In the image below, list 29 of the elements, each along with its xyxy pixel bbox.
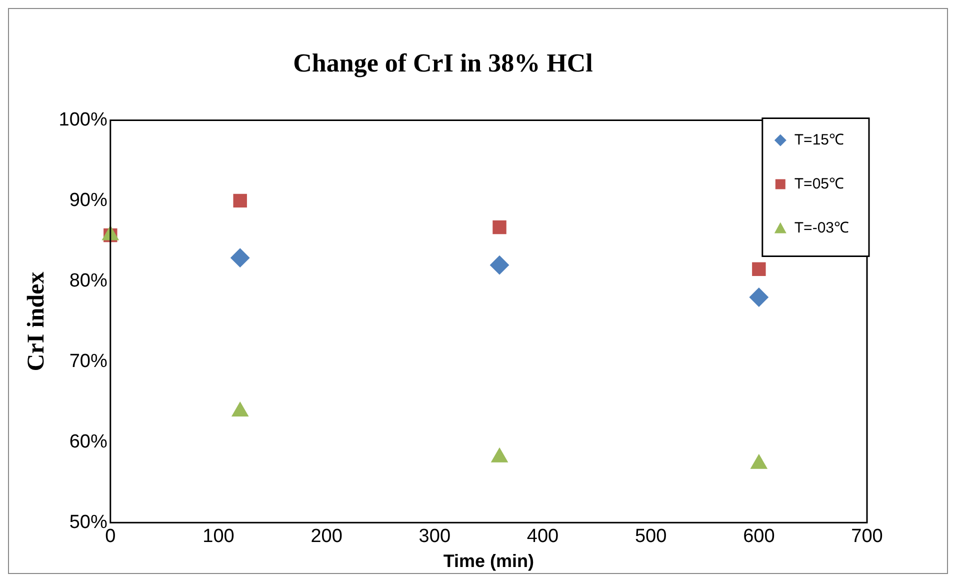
x-axis-title: Time (min) (443, 551, 534, 572)
y-tick-label: 80% (69, 270, 108, 292)
y-tick-label: 100% (58, 109, 108, 130)
point (750, 454, 768, 469)
point (492, 220, 506, 234)
y-tick-label: 70% (69, 350, 108, 372)
y-tick-label: 50% (69, 512, 108, 533)
point (752, 262, 766, 276)
point (490, 256, 510, 275)
point (749, 288, 768, 307)
x-tick-label: 0 (105, 526, 116, 548)
x-tick-label: 300 (418, 526, 451, 548)
x-tick-label: 100 (202, 526, 234, 548)
chart-title: Change of CrI in 38% HCl (293, 48, 593, 78)
point (233, 194, 247, 208)
x-tick-label: 700 (851, 526, 883, 548)
y-tick-label: 60% (69, 431, 108, 452)
legend-label: T=-03℃ (794, 219, 850, 236)
x-tick-label: 400 (526, 526, 559, 548)
y-tick-label: 90% (69, 190, 108, 211)
legend-label: T=15℃ (794, 131, 844, 148)
x-tick-label: 600 (743, 526, 775, 548)
x-tick-label: 500 (634, 526, 667, 548)
x-tick-label: 200 (310, 526, 342, 548)
y-axis-title: CrI index (24, 272, 50, 372)
point (230, 248, 250, 268)
point (232, 402, 248, 417)
point (491, 448, 508, 462)
legend-label: T=05℃ (794, 175, 844, 192)
